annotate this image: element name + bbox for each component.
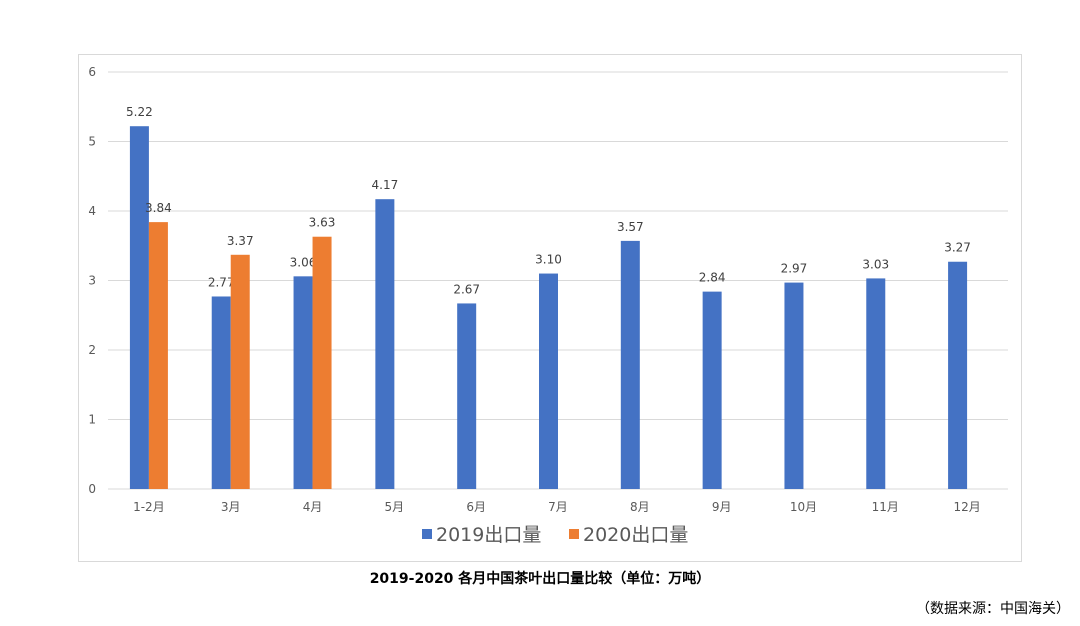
legend-label-2020: 2020出口量 (583, 524, 688, 546)
x-tick-label-4: 6月 (466, 500, 486, 514)
x-tick-label-10: 12月 (953, 500, 980, 514)
y-tick-label-1: 1 (88, 413, 96, 427)
x-tick-label-0: 1-2月 (133, 500, 165, 514)
bar-2019-8 (784, 282, 804, 489)
data-label-2019-9: 3.03 (862, 257, 889, 271)
legend-swatch-2020 (569, 529, 579, 539)
data-label-2019-2: 3.06 (290, 255, 317, 269)
x-tick-label-2: 4月 (303, 500, 323, 514)
legend-swatch-2019 (422, 529, 432, 539)
legend-label-2019: 2019出口量 (436, 524, 541, 546)
data-label-2020-1: 3.37 (227, 234, 254, 248)
x-tick-label-8: 10月 (790, 500, 817, 514)
data-label-2020-2: 3.63 (309, 216, 336, 230)
x-tick-label-7: 9月 (712, 500, 732, 514)
chart-caption: 2019-2020 各月中国茶叶出口量比较（单位：万吨） (369, 571, 711, 587)
y-tick-label-3: 3 (88, 274, 96, 288)
bar-2019-0 (129, 126, 149, 490)
y-tick-label-4: 4 (88, 204, 96, 218)
data-label-2019-6: 3.57 (617, 220, 644, 234)
bar-2019-4 (457, 303, 477, 489)
x-tick-label-9: 11月 (872, 500, 899, 514)
x-tick-label-6: 8月 (630, 500, 650, 514)
y-tick-label-5: 5 (88, 135, 96, 149)
x-tick-label-5: 7月 (548, 500, 568, 514)
data-label-2019-0: 5.22 (126, 105, 153, 119)
y-tick-label-0: 0 (88, 482, 96, 496)
y-tick-label-2: 2 (88, 343, 96, 357)
data-label-2019-3: 4.17 (372, 178, 399, 192)
data-label-2019-1: 2.77 (208, 275, 235, 289)
bar-2019-7 (702, 291, 722, 489)
bar-chart: 0 1 2 3 4 5 6 5.22 3.84 1-2月 2.77 3.37 3月 3.06 3.63 4月 4… (88, 65, 1008, 546)
bar-2019-1 (211, 296, 231, 489)
bar-2020-0 (148, 222, 168, 489)
bar-2019-3 (375, 199, 395, 489)
y-tick-label-6: 6 (88, 65, 96, 79)
x-tick-label-3: 5月 (385, 500, 405, 514)
data-label-2020-0: 3.84 (145, 201, 172, 215)
bar-2019-2 (293, 276, 313, 489)
data-label-2019-7: 2.84 (699, 271, 726, 285)
bar-2019-10 (948, 261, 968, 489)
data-label-2019-5: 3.10 (535, 253, 562, 267)
bar-2019-5 (539, 273, 558, 489)
data-label-2019-10: 3.27 (944, 241, 971, 255)
x-tick-label-1: 3月 (221, 500, 241, 514)
bar-2020-2 (312, 236, 332, 489)
data-label-2019-8: 2.97 (781, 262, 808, 276)
data-source-note: （数据来源：中国海关） (916, 601, 1070, 617)
bar-2020-1 (230, 254, 250, 489)
chart-frame: 0 1 2 3 4 5 6 5.22 3.84 1-2月 2.77 3.37 3月 3.06 3.63 4月 4… (78, 54, 1022, 562)
data-label-2019-4: 2.67 (453, 282, 480, 296)
bar-2019-6 (620, 240, 640, 489)
bar-2019-9 (866, 278, 886, 489)
